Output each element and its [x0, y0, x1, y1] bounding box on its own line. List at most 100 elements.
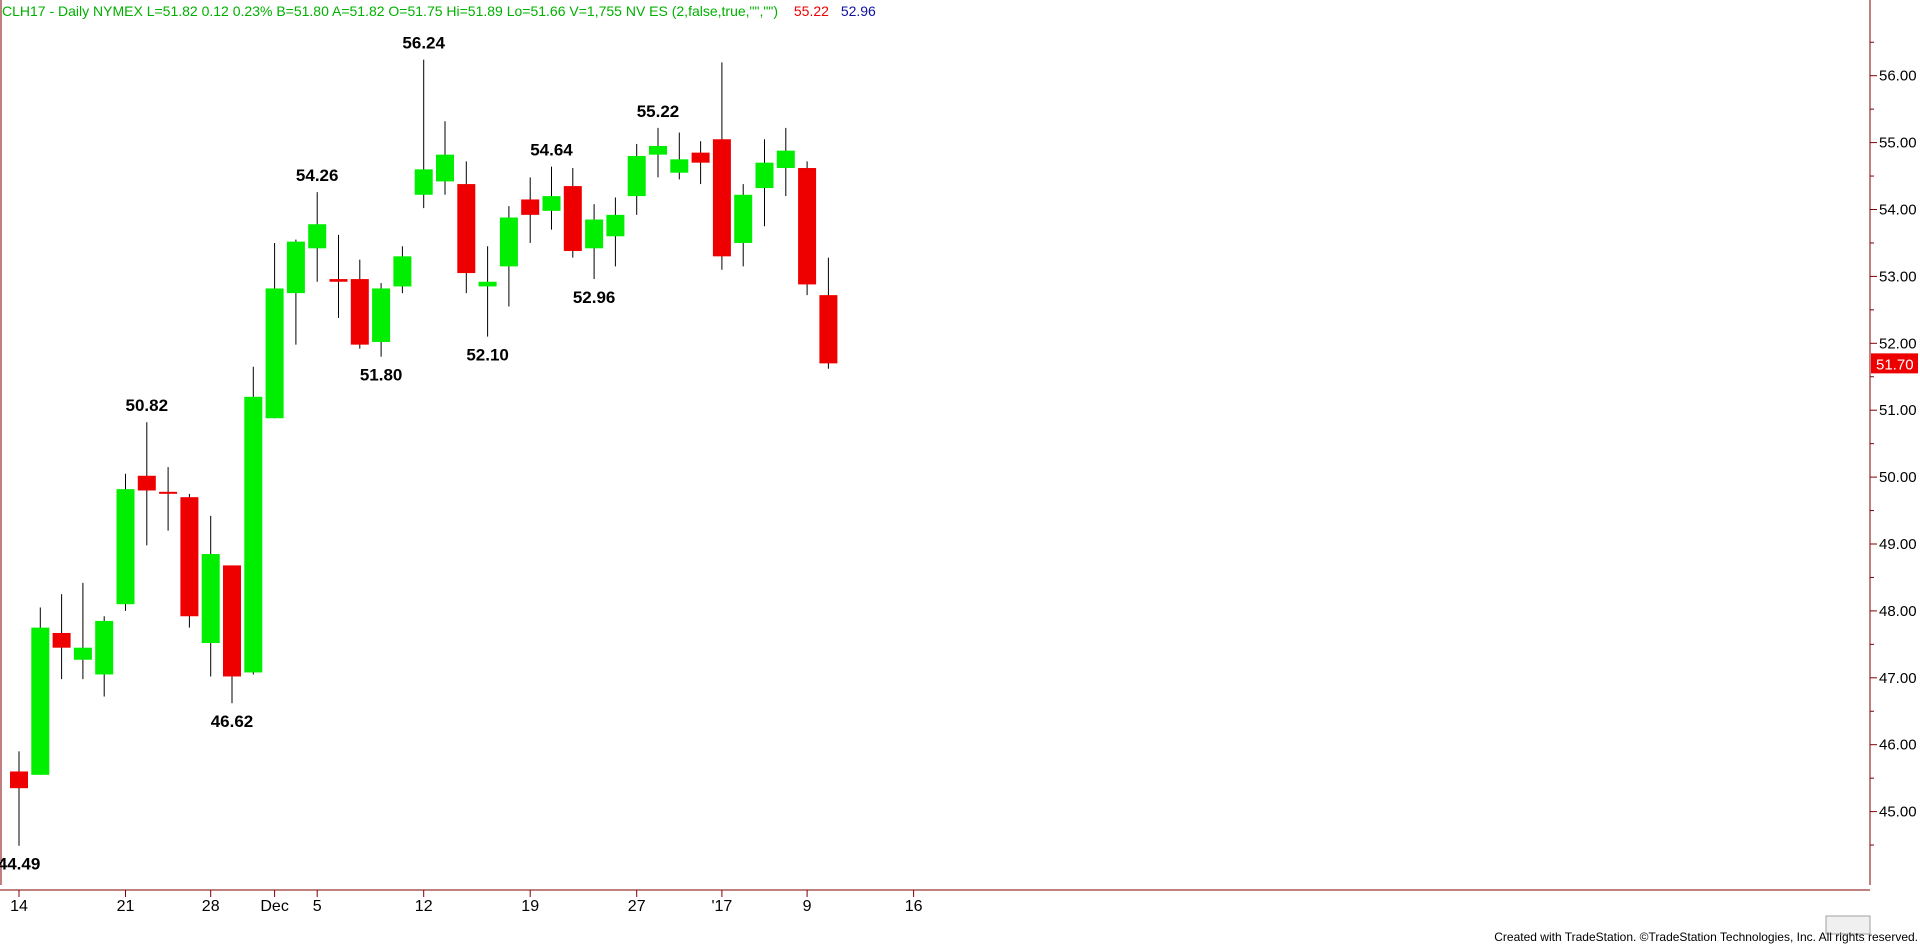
x-tick-label: 19	[521, 898, 539, 915]
annotations-layer: 44.49 50.82 46.62 54.26 51.80 56.24 52.10 54.64…	[0, 34, 679, 874]
y-tick-label: 47.00	[1879, 670, 1917, 687]
candle	[52, 594, 71, 680]
price-annotation: 54.64	[530, 141, 573, 160]
y-tick-label: 52.00	[1879, 335, 1917, 352]
candle-body	[798, 168, 817, 285]
x-tick-label: 12	[415, 898, 433, 915]
candle-body	[329, 279, 348, 282]
y-tick-label: 56.00	[1879, 68, 1917, 85]
candle	[649, 127, 667, 178]
price-annotation: 50.82	[126, 396, 169, 415]
candle	[499, 206, 518, 307]
candle-body	[606, 214, 625, 237]
candle	[180, 493, 199, 628]
candle-body	[627, 155, 646, 197]
candle-body	[691, 152, 710, 163]
candle-body	[670, 159, 689, 173]
candle-body	[137, 475, 156, 491]
candle	[201, 515, 220, 677]
candle-body	[521, 199, 540, 215]
candle	[10, 751, 28, 846]
x-tick-label: 28	[202, 898, 220, 915]
copyright-footer: Created with TradeStation. ©TradeStation…	[1494, 930, 1918, 944]
candle	[585, 204, 604, 280]
candle-body	[734, 194, 753, 243]
candle	[798, 161, 817, 296]
candle-body	[265, 288, 284, 419]
price-annotation: 51.80	[360, 366, 403, 385]
candle-body	[308, 224, 327, 249]
x-tick-label: '17	[711, 898, 732, 915]
y-tick-label: 49.00	[1879, 536, 1917, 553]
candle	[670, 132, 689, 180]
candle-body	[649, 145, 667, 155]
price-annotation: 56.24	[402, 34, 445, 53]
time-scroll-handle[interactable]	[1825, 915, 1871, 935]
candle	[308, 192, 327, 282]
candle	[393, 246, 412, 294]
candle-body	[414, 169, 433, 195]
candle-body	[478, 281, 497, 287]
x-tick-label: 27	[628, 898, 646, 915]
candle-body	[819, 295, 838, 364]
candle	[776, 127, 795, 197]
candle	[819, 257, 838, 369]
candle	[116, 473, 135, 611]
candle-body	[563, 186, 582, 251]
candle-body	[180, 497, 199, 617]
candle	[712, 62, 731, 270]
candle	[436, 121, 454, 195]
price-annotation: 52.10	[466, 346, 509, 365]
price-annotation: 55.22	[637, 102, 680, 121]
candle	[606, 197, 625, 267]
candle-body	[776, 150, 795, 169]
candle	[414, 59, 433, 209]
candle	[542, 166, 561, 230]
candle-body	[10, 771, 28, 789]
candle	[95, 616, 114, 697]
candle-body	[73, 647, 92, 660]
candle	[350, 259, 369, 349]
indicator-high-value: 55.22	[794, 3, 829, 19]
candle-body	[201, 554, 220, 644]
candle	[73, 582, 92, 680]
price-annotation: 54.26	[296, 166, 339, 185]
candle-body	[393, 256, 412, 287]
y-tick-label: 50.00	[1879, 469, 1917, 486]
y-tick-label: 45.00	[1879, 804, 1917, 821]
candle	[563, 168, 582, 258]
candle-body	[585, 219, 604, 249]
y-tick-label: 53.00	[1879, 268, 1917, 285]
y-tick-label: 51.00	[1879, 402, 1917, 419]
x-tick-label: 9	[803, 898, 812, 915]
candle	[521, 177, 540, 243]
last-price-box	[1871, 353, 1918, 374]
price-annotation: 44.49	[0, 855, 40, 874]
last-price-label: 51.70	[1876, 356, 1914, 373]
candle-body	[223, 565, 241, 677]
price-annotation: 46.62	[211, 712, 254, 731]
candle-body	[457, 184, 476, 274]
candle-body	[350, 279, 369, 345]
time-axis: 14 21 28 Dec 5 12 19 27 '17 9 16	[10, 890, 923, 915]
candle-body	[286, 241, 305, 294]
price-annotation: 52.96	[573, 288, 616, 307]
symbol-info: CLH17 - Daily NYMEX L=51.82 0.12 0.23% B…	[2, 3, 778, 19]
indicator-low-value: 52.96	[841, 3, 876, 19]
candle-body	[95, 620, 114, 675]
candle	[329, 234, 348, 318]
candle-body	[755, 162, 774, 189]
x-tick-label: 21	[117, 898, 135, 915]
y-tick-label: 54.00	[1879, 202, 1917, 219]
candle-body	[436, 154, 454, 182]
chart-header: CLH17 - Daily NYMEX L=51.82 0.12 0.23% B…	[2, 3, 876, 19]
candle-body	[159, 491, 178, 494]
candle-body	[244, 396, 263, 673]
candle	[755, 139, 774, 227]
candle	[31, 607, 50, 775]
candle	[137, 422, 156, 546]
candle	[734, 184, 753, 267]
candle-body	[31, 627, 50, 775]
candle-body	[542, 196, 561, 211]
